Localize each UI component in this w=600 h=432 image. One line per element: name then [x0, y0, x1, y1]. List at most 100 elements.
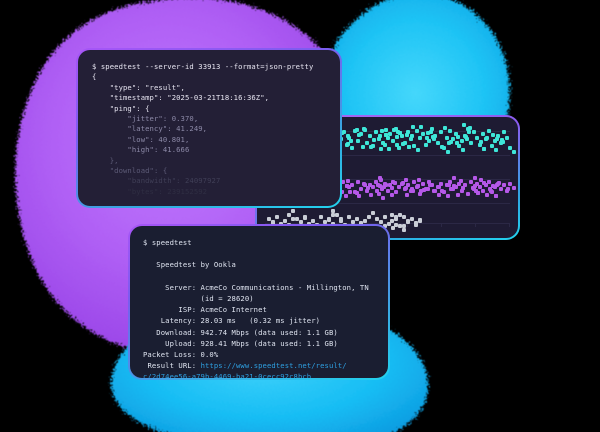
chart-dot-download [378, 134, 382, 138]
chart-dot-download [496, 134, 500, 138]
chart-dot-download [361, 145, 365, 149]
chart-gridline [265, 179, 510, 180]
chart-dot-upload [494, 194, 498, 198]
chart-dot-upload [347, 185, 351, 189]
chart-dot-upload [366, 186, 370, 190]
chart-dot-download [427, 139, 431, 143]
chart-dot-download [372, 138, 376, 142]
result-row: Download: 942.74 Mbps (data used: 1.1 GB… [156, 327, 338, 337]
chart-dot-download [479, 140, 483, 144]
chart-dot-download [455, 141, 459, 145]
chart-dot-upload [457, 182, 461, 186]
chart-dot-upload [365, 189, 369, 193]
chart-dot-download [362, 127, 366, 131]
chart-dot-upload [460, 189, 464, 193]
chart-dot-download [424, 143, 428, 147]
chart-dot-upload [432, 189, 436, 193]
chart-dot-upload [368, 183, 372, 187]
result-terminal-card[interactable]: $ speedtest Speedtest by Ookla Server: A… [128, 224, 390, 380]
chart-dot-upload [382, 185, 386, 189]
chart-dot-download [469, 141, 473, 145]
chart-dot-upload [463, 183, 467, 187]
json-output-lines: { "type": "result", "timestamp": "2025-0… [92, 72, 340, 197]
chart-dot-upload [456, 193, 460, 197]
chart-dot-latency [410, 217, 414, 221]
chart-dot-upload [495, 183, 499, 187]
chart-dot-upload [415, 185, 419, 189]
chart-dot-download [395, 143, 399, 147]
result-row: ISP: AcmeCo Internet [178, 305, 267, 315]
chart-dot-download [456, 135, 460, 139]
chart-dot-download [481, 132, 485, 136]
json-terminal-card[interactable]: $ speedtest --server-id 33913 --format=j… [76, 48, 342, 208]
chart-dot-upload [418, 192, 422, 196]
chart-dot-download [462, 123, 466, 127]
chart-tick [441, 223, 442, 227]
chart-dot-latency [311, 219, 315, 223]
chart-dot-upload [386, 189, 390, 193]
chart-dot-upload [383, 182, 387, 186]
chart-dot-upload [427, 180, 431, 184]
chart-dot-upload [452, 176, 456, 180]
result-row: Latency: 28.03 ms (0.32 ms jitter) [160, 316, 321, 326]
result-spacer [143, 248, 388, 259]
ookla-brand-label: Speedtest by Ookla [156, 260, 236, 270]
chart-dot-upload [471, 186, 475, 190]
chart-dot-download [410, 134, 414, 138]
result-row: Upload: 928.41 Mbps (data used: 1.1 GB) [165, 338, 338, 348]
result-detail-rows: Server: AcmeCo Communications - Millingt… [143, 282, 388, 360]
chart-dot-upload [400, 182, 404, 186]
chart-dot-upload [393, 181, 397, 185]
chart-dot-download [426, 131, 430, 135]
chart-dot-latency [291, 217, 295, 221]
chart-dot-download [368, 134, 372, 138]
chart-dot-download [359, 132, 363, 136]
chart-dot-upload [357, 194, 361, 198]
chart-dot-latency [402, 215, 406, 219]
json-command-line: $ speedtest --server-id 33913 --format=j… [92, 62, 340, 72]
result-url-row: Result URL: https://www.speedtest.net/re… [143, 360, 388, 378]
result-spacer-2 [143, 271, 388, 282]
chart-dot-download [495, 137, 499, 141]
chart-dot-upload [439, 182, 443, 186]
json-line: "bandwidth": 24097927 [127, 176, 221, 186]
chart-dot-upload [390, 186, 394, 190]
chart-dot-upload [481, 189, 485, 193]
chart-dot-download [484, 137, 488, 141]
json-line: "high": 41.666 [127, 145, 190, 155]
chart-dot-upload [493, 185, 497, 189]
chart-dot-download [415, 129, 419, 133]
chart-dot-download [467, 130, 471, 134]
result-row: Server: AcmeCo Communications - Millingt… [165, 282, 369, 292]
chart-dot-download [412, 144, 416, 148]
chart-dot-upload [478, 185, 482, 189]
chart-dot-upload [340, 190, 344, 194]
chart-dot-download [478, 143, 482, 147]
chart-dot-latency [394, 217, 398, 221]
chart-dot-upload [375, 189, 379, 193]
result-url-link-part1[interactable]: https://www.speedtest.net/result/ [200, 361, 347, 371]
chart-dot-latency [379, 220, 383, 224]
chart-dot-download [409, 137, 413, 141]
chart-dot-upload [344, 194, 348, 198]
chart-dot-upload [454, 185, 458, 189]
chart-dot-upload [369, 193, 373, 197]
chart-dot-download [377, 137, 381, 141]
json-line: "type": "result", [109, 82, 185, 92]
chart-dot-latency [355, 217, 359, 221]
chart-dot-download [445, 136, 449, 140]
chart-dot-download [439, 130, 443, 134]
chart-dot-download [383, 143, 387, 147]
json-line: }, [109, 155, 119, 165]
chart-dot-upload [350, 183, 354, 187]
chart-dot-download [491, 133, 495, 137]
chart-dot-download [461, 148, 465, 152]
chart-dot-latency [383, 224, 387, 228]
result-url-link-part2[interactable]: c/2d74ee56-a79b-4469-ba21-0cecc92c8bcb [143, 372, 312, 378]
chart-dot-latency [402, 224, 406, 228]
chart-dot-upload [489, 189, 493, 193]
chart-dot-download [386, 136, 390, 140]
chart-dot-download [502, 130, 506, 134]
chart-dot-upload [485, 193, 489, 197]
chart-dot-download [406, 130, 410, 134]
